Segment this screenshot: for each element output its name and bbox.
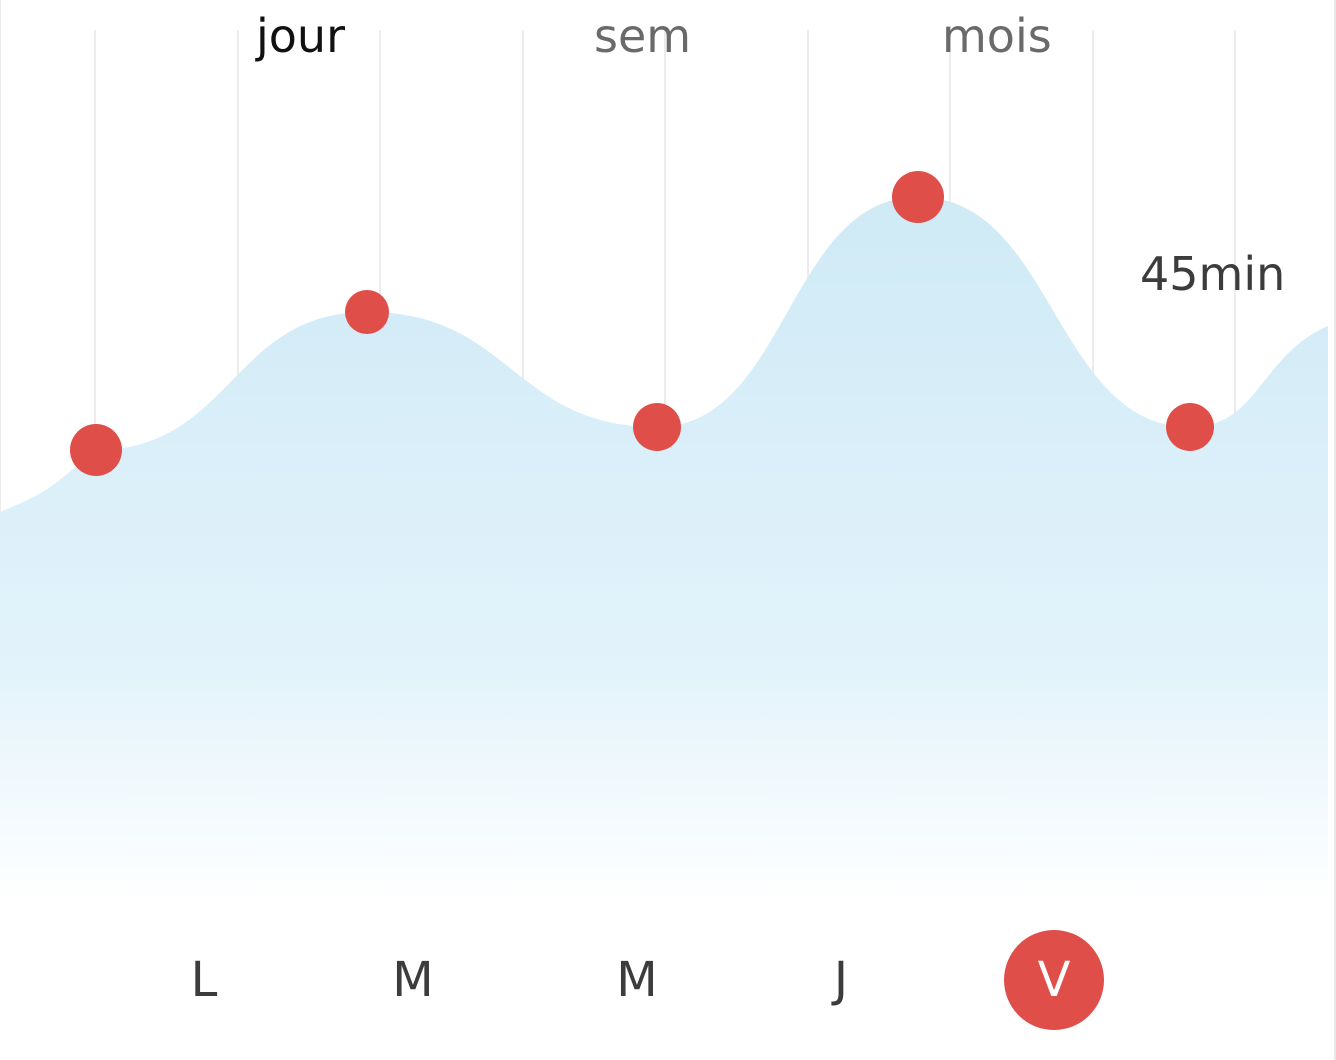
day-vendredi-selected[interactable]: V bbox=[1004, 930, 1104, 1030]
day-lundi[interactable]: L bbox=[190, 952, 218, 1008]
data-point-2[interactable] bbox=[345, 290, 389, 334]
day-mardi[interactable]: M bbox=[392, 952, 434, 1008]
data-point-1[interactable] bbox=[70, 424, 122, 476]
tab-mois[interactable]: mois bbox=[942, 9, 1052, 63]
data-points bbox=[70, 171, 1214, 476]
day-mercredi[interactable]: M bbox=[616, 952, 658, 1008]
data-point-3[interactable] bbox=[633, 403, 681, 451]
day-jeudi[interactable]: J bbox=[833, 952, 849, 1008]
data-point-5[interactable] bbox=[1166, 403, 1214, 451]
tab-jour[interactable]: jour bbox=[256, 9, 345, 63]
day-selector: L M M J V bbox=[0, 930, 1336, 1030]
tab-sem[interactable]: sem bbox=[594, 9, 692, 63]
point-value-label: 45min bbox=[1140, 247, 1286, 301]
period-tabs: jour sem mois bbox=[0, 0, 1336, 80]
right-border bbox=[1334, 0, 1336, 1060]
area-series bbox=[0, 197, 1328, 1060]
data-point-4[interactable] bbox=[892, 171, 944, 223]
